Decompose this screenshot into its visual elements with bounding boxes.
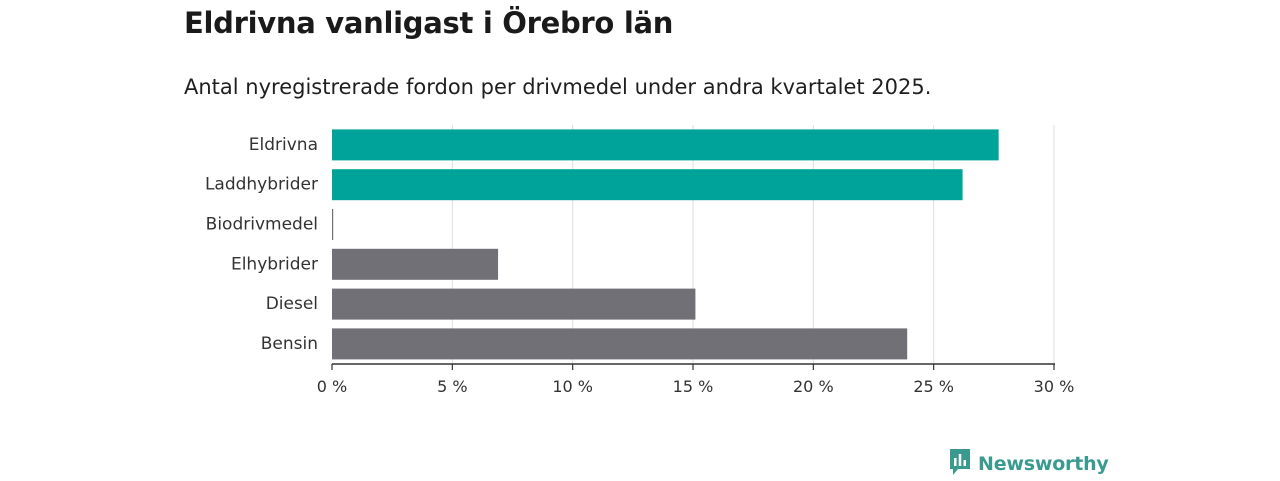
bars: [332, 129, 999, 360]
x-tick-label: 15 %: [673, 377, 714, 396]
category-labels: Eldrivna Laddhybrider Biodrivmedel Elhybrid…: [205, 135, 318, 354]
category-label: Laddhybrider: [205, 175, 318, 195]
x-tick-label: 30 %: [1034, 377, 1075, 396]
bar: [332, 129, 999, 161]
category-label: Eldrivna: [249, 135, 318, 155]
chart-title: Eldrivna vanligast i Örebro län: [184, 6, 674, 40]
category-label: Biodrivmedel: [206, 215, 318, 235]
bar: [332, 288, 696, 320]
x-tick-label: 25 %: [913, 377, 954, 396]
x-tick-label: 5 %: [437, 377, 467, 396]
x-axis: 0 % 5 % 10 % 15 % 20 % 25 % 30 %: [317, 363, 1075, 396]
gridlines: [451, 125, 1055, 364]
bar-chart: 0 % 5 % 10 % 15 % 20 % 25 % 30 % Eldrivna Laddh…: [205, 125, 1075, 396]
brand-name: Newsworthy: [978, 453, 1109, 475]
bar: [332, 169, 963, 201]
bar: [332, 248, 499, 280]
category-label: Elhybrider: [231, 254, 318, 274]
category-label: Bensin: [261, 334, 318, 354]
newsworthy-logo-icon: [948, 447, 972, 481]
chart-subtitle: Antal nyregistrerade fordon per drivmede…: [184, 75, 932, 99]
brand-logo: Newsworthy: [948, 448, 1109, 480]
x-tick-label: 0 %: [317, 377, 347, 396]
x-tick-label: 20 %: [793, 377, 834, 396]
bar: [332, 328, 908, 360]
category-label: Diesel: [266, 294, 318, 314]
x-tick-label: 10 %: [552, 377, 593, 396]
bar: [332, 209, 334, 240]
